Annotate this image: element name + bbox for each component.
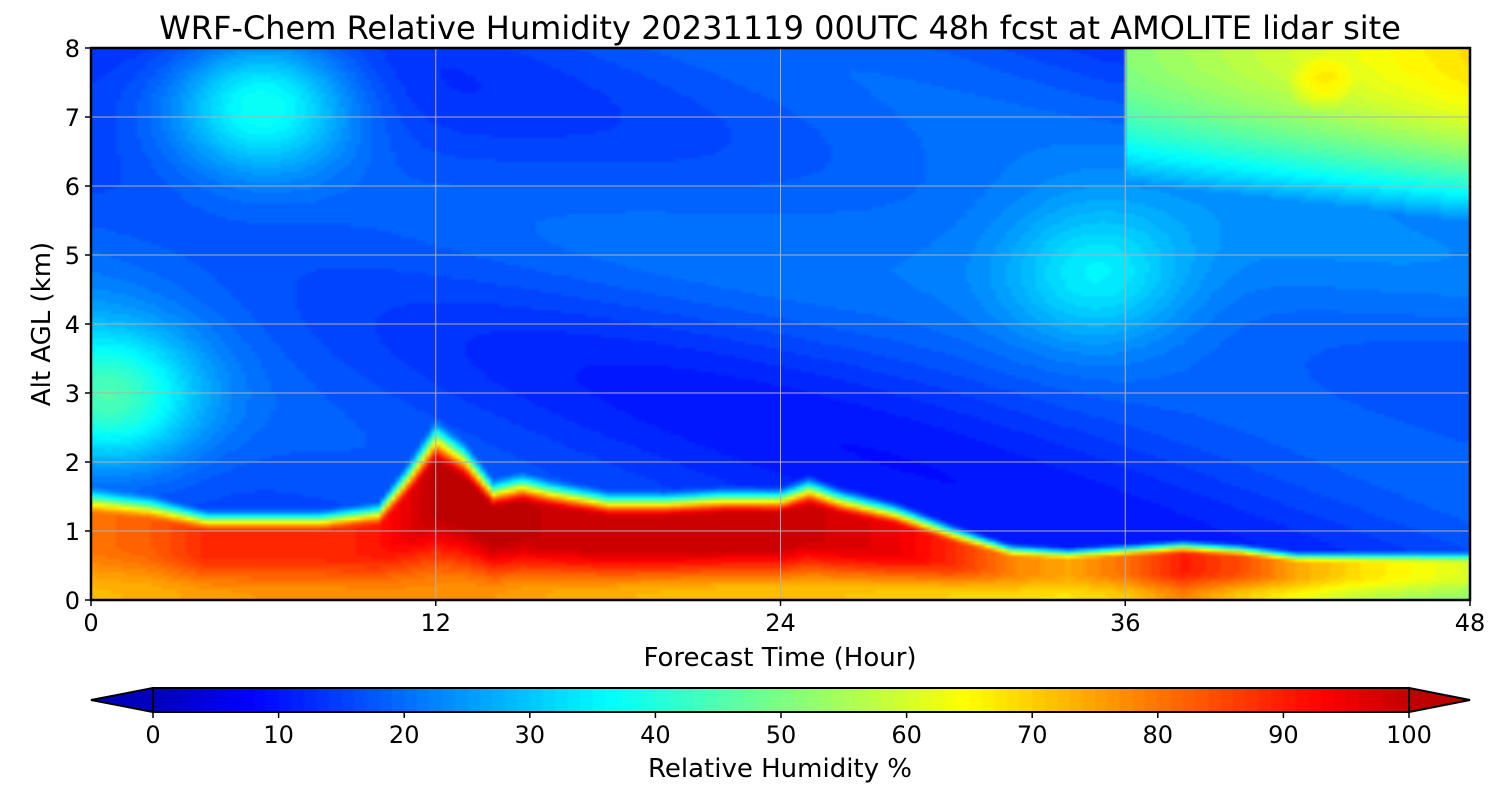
- colorbar-label: Relative Humidity %: [648, 754, 912, 784]
- x-axis-ticks: 0 12 24 36 48: [83, 600, 1485, 637]
- y-tick-label: 2: [65, 449, 80, 477]
- colorbar-ticks: 0 10 20 30 40 50 60 70 80 90 100: [145, 712, 1432, 749]
- colorbar-tick-label: 80: [1143, 721, 1174, 749]
- colorbar-tick-label: 60: [891, 721, 922, 749]
- y-axis-ticks: 0 1 2 3 4 5 6 7 8: [65, 35, 91, 615]
- colorbar-tick-label: 90: [1268, 721, 1299, 749]
- colorbar-tick-label: 50: [766, 721, 797, 749]
- y-tick-label: 3: [65, 380, 80, 408]
- colorbar-tick-label: 0: [145, 721, 160, 749]
- y-tick-label: 5: [65, 242, 80, 270]
- x-tick-label: 36: [1110, 609, 1141, 637]
- colorbar-gradient: [153, 688, 1409, 712]
- x-tick-label: 24: [765, 609, 796, 637]
- y-tick-label: 0: [65, 587, 80, 615]
- y-tick-label: 7: [65, 104, 80, 132]
- colorbar-tick-label: 100: [1386, 721, 1432, 749]
- x-tick-label: 48: [1455, 609, 1486, 637]
- colorbar-tick-label: 20: [389, 721, 420, 749]
- y-tick-label: 8: [65, 35, 80, 63]
- colorbar: 0 10 20 30 40 50 60 70 80 90 100: [90, 686, 1471, 749]
- colorbar-max-extension: [1408, 686, 1471, 714]
- colorbar-tick-label: 70: [1017, 721, 1048, 749]
- y-tick-label: 6: [65, 173, 80, 201]
- y-axis-label: Alt AGL (km): [27, 242, 57, 406]
- y-tick-label: 4: [65, 311, 80, 339]
- colorbar-min-extension: [90, 686, 154, 714]
- colorbar-tick-label: 30: [515, 721, 546, 749]
- chart-title: WRF-Chem Relative Humidity 20231119 00UT…: [159, 9, 1401, 47]
- x-tick-label: 12: [420, 609, 451, 637]
- x-tick-label: 0: [83, 609, 98, 637]
- x-axis-label: Forecast Time (Hour): [643, 643, 916, 673]
- y-tick-label: 1: [65, 518, 80, 546]
- colorbar-tick-label: 10: [263, 721, 294, 749]
- colorbar-tick-label: 40: [640, 721, 671, 749]
